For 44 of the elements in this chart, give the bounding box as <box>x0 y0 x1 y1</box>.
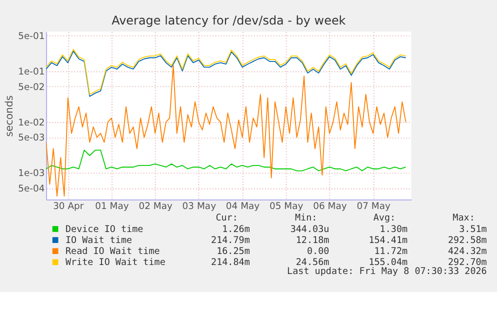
x-tick-label: 01 May <box>95 201 130 212</box>
text: 1.26m <box>222 224 250 235</box>
line-series <box>46 150 406 172</box>
text: 292.58m <box>448 234 488 246</box>
chart-title: Average latency for /dev/sda - by week <box>112 14 346 28</box>
legend-label: Read IO Wait time <box>65 246 160 257</box>
text: 11.72m <box>374 246 408 257</box>
text: Avg: <box>373 212 396 224</box>
text: 344.03u <box>290 224 330 235</box>
x-tick-label: 30 Apr <box>53 201 84 212</box>
legend-label: Write IO Wait time <box>65 256 166 268</box>
y-axis-title: seconds <box>4 95 16 137</box>
text: 1.30m <box>380 224 408 235</box>
text: 155.04m <box>368 256 408 268</box>
y-tick-label: 5e-03 <box>18 132 45 144</box>
x-tick-label: 07 May <box>356 201 391 212</box>
y-tick-label: 1e-03 <box>18 168 45 180</box>
text: 154.41m <box>368 234 408 246</box>
text: 214.79m <box>211 234 250 246</box>
y-tick-label: 1e-01 <box>18 66 45 78</box>
x-tick-label: 02 May <box>138 201 173 212</box>
legend-label: Device IO time <box>65 224 144 235</box>
text: 292.70m <box>448 256 488 268</box>
y-tick-label: 5e-01 <box>18 30 45 42</box>
y-tick-label: 5e-04 <box>18 183 45 194</box>
text: Last update: Fri May 8 07:30:33 2026 <box>287 266 487 278</box>
x-tick-label: 06 May <box>313 201 348 212</box>
text: 24.56m <box>296 256 330 268</box>
y-tick-label: 1e-02 <box>18 117 45 128</box>
y-tick-label: 5e-02 <box>18 82 45 93</box>
text: 424.32m <box>448 246 488 257</box>
text: Max: <box>452 212 475 224</box>
text: Cur: <box>216 212 238 224</box>
legend-label: IO Wait time <box>65 234 132 246</box>
text: 0.00 <box>306 246 330 257</box>
x-tick-label: 04 May <box>226 201 260 212</box>
text: 16.25m <box>216 246 250 257</box>
text: 12.18m <box>296 234 330 246</box>
text: Min: <box>294 212 318 224</box>
text: 214.84m <box>211 256 250 268</box>
text: 3.51m <box>459 224 488 235</box>
line-series <box>46 64 406 197</box>
x-tick-label: 03 May <box>182 201 217 212</box>
x-tick-label: 05 May <box>269 201 304 212</box>
